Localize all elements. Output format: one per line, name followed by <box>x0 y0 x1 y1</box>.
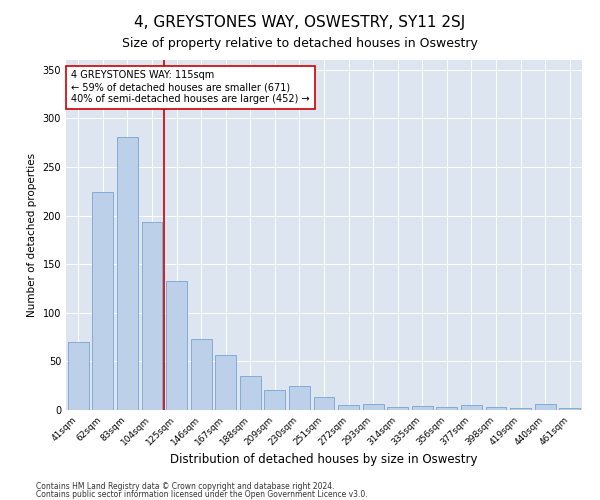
Bar <box>92 192 113 410</box>
Bar <box>240 376 261 410</box>
Bar <box>265 390 286 410</box>
Bar <box>166 280 187 410</box>
Bar <box>117 137 138 410</box>
Bar <box>485 407 506 410</box>
Bar <box>142 222 163 410</box>
Bar <box>535 404 556 410</box>
Bar <box>191 339 212 410</box>
Bar <box>461 405 482 410</box>
Text: Contains HM Land Registry data © Crown copyright and database right 2024.: Contains HM Land Registry data © Crown c… <box>36 482 335 491</box>
Text: Size of property relative to detached houses in Oswestry: Size of property relative to detached ho… <box>122 38 478 51</box>
Bar <box>436 407 457 410</box>
Bar <box>387 407 408 410</box>
Text: 4, GREYSTONES WAY, OSWESTRY, SY11 2SJ: 4, GREYSTONES WAY, OSWESTRY, SY11 2SJ <box>134 15 466 30</box>
Bar <box>68 342 89 410</box>
Bar <box>314 398 334 410</box>
Bar <box>510 408 531 410</box>
Text: Contains public sector information licensed under the Open Government Licence v3: Contains public sector information licen… <box>36 490 368 499</box>
Bar <box>559 408 580 410</box>
Bar <box>338 405 359 410</box>
Bar <box>412 406 433 410</box>
Bar <box>215 354 236 410</box>
Bar <box>289 386 310 410</box>
Text: 4 GREYSTONES WAY: 115sqm
← 59% of detached houses are smaller (671)
40% of semi-: 4 GREYSTONES WAY: 115sqm ← 59% of detach… <box>71 70 310 104</box>
Y-axis label: Number of detached properties: Number of detached properties <box>27 153 37 317</box>
Bar <box>362 404 383 410</box>
X-axis label: Distribution of detached houses by size in Oswestry: Distribution of detached houses by size … <box>170 452 478 466</box>
